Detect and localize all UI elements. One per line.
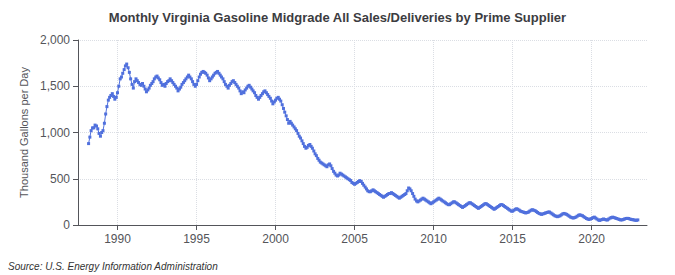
svg-text:500: 500 (50, 172, 70, 186)
svg-text:2010: 2010 (420, 232, 447, 246)
svg-text:2000: 2000 (262, 232, 289, 246)
svg-text:Thousand Gallons per Day: Thousand Gallons per Day (18, 67, 30, 198)
svg-text:2,000: 2,000 (40, 33, 70, 47)
svg-text:2020: 2020 (578, 232, 605, 246)
svg-text:2015: 2015 (499, 232, 526, 246)
svg-text:2005: 2005 (341, 232, 368, 246)
svg-text:0: 0 (63, 218, 70, 232)
svg-text:1990: 1990 (104, 232, 131, 246)
svg-text:1995: 1995 (183, 232, 210, 246)
svg-text:1,500: 1,500 (40, 79, 70, 93)
svg-text:1,000: 1,000 (40, 126, 70, 140)
svg-text:Monthly Virginia Gasoline Midg: Monthly Virginia Gasoline Midgrade All S… (109, 10, 566, 25)
svg-text:Source: U.S. Energy Informatio: Source: U.S. Energy Information Administ… (8, 261, 218, 272)
